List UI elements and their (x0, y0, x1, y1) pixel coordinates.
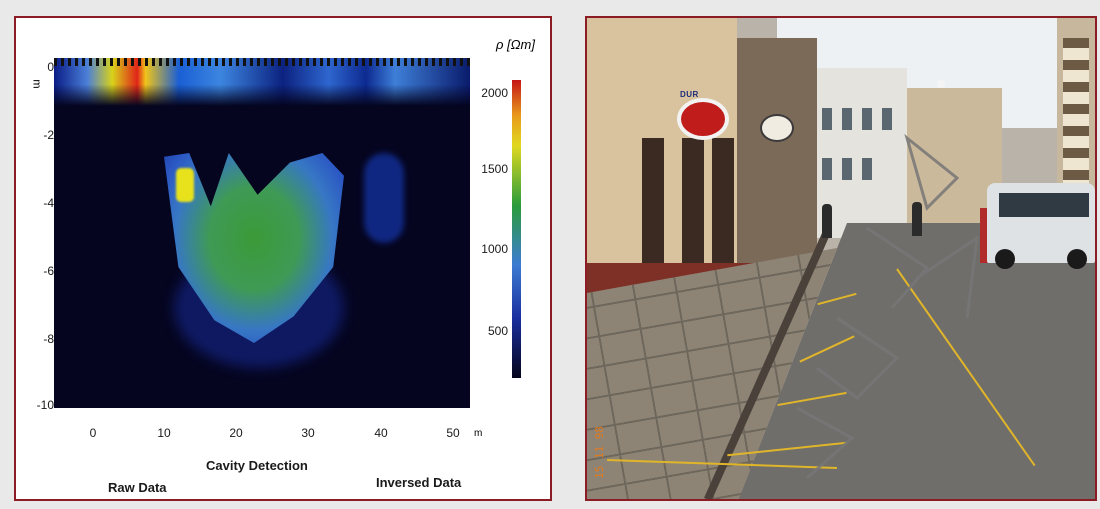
building-middle (737, 38, 817, 263)
shop-sign-label: DUR (680, 90, 699, 99)
street-lamp-icon (937, 80, 945, 88)
photo-date-stamp: 15 11 98 (593, 426, 606, 479)
high-resistivity-spot (176, 168, 194, 202)
y-tick: -4 (43, 196, 54, 210)
shop-sign-icon (677, 98, 729, 140)
colorbar-tick: 2000 (481, 86, 508, 100)
colorbar-tick: 500 (487, 324, 508, 338)
van-wheel (1067, 249, 1087, 269)
caption-raw-data: Raw Data (108, 480, 167, 495)
building-far (907, 88, 1002, 228)
pedestrian (822, 204, 832, 238)
van-wheel (995, 249, 1015, 269)
colorbar-tick: 1000 (481, 242, 508, 256)
secondary-anomaly (364, 153, 404, 243)
window (822, 108, 832, 130)
street-photo-panel: DUR 15 11 98 (585, 16, 1097, 501)
x-tick: 50 (446, 426, 460, 440)
caption-cavity-detection: Cavity Detection (206, 458, 308, 473)
x-tick: 0 (89, 426, 97, 440)
window (862, 108, 872, 130)
window (822, 158, 832, 180)
pedestrian (912, 202, 922, 236)
shop-window (712, 138, 734, 278)
tomography-panel: m 0 -2 -4 -6 -8 -10 0 10 20 30 40 50 m ρ… (14, 16, 552, 501)
building-left (587, 18, 737, 278)
x-tick: 20 (229, 426, 243, 440)
caption-inversed-data: Inversed Data (376, 475, 462, 490)
watermark-logo (796, 133, 979, 480)
shop-window (642, 138, 664, 278)
colorbar-tick: 1500 (481, 162, 508, 176)
y-tick: 0 (47, 60, 54, 74)
window (842, 108, 852, 130)
window (882, 108, 892, 130)
near-surface-anomaly (54, 58, 470, 106)
y-tick: -2 (43, 128, 54, 142)
x-axis-unit: m (474, 428, 483, 439)
colorbar (512, 80, 521, 378)
y-tick: -10 (36, 398, 54, 412)
building-right (1057, 18, 1095, 208)
van-windshield (999, 193, 1089, 217)
hanging-sign-icon (760, 114, 794, 142)
window (842, 158, 852, 180)
electrode-markers (54, 58, 470, 66)
x-tick: 40 (374, 426, 388, 440)
shop-window (682, 138, 704, 278)
colorbar-title: ρ [Ωm] (496, 37, 535, 52)
x-tick: 30 (301, 426, 315, 440)
window (862, 158, 872, 180)
y-tick: -8 (43, 332, 54, 346)
resistivity-section-image (54, 58, 470, 408)
white-van (987, 183, 1095, 269)
y-tick: -6 (43, 264, 54, 278)
x-tick: 10 (157, 426, 171, 440)
y-axis-unit: m (30, 79, 43, 89)
